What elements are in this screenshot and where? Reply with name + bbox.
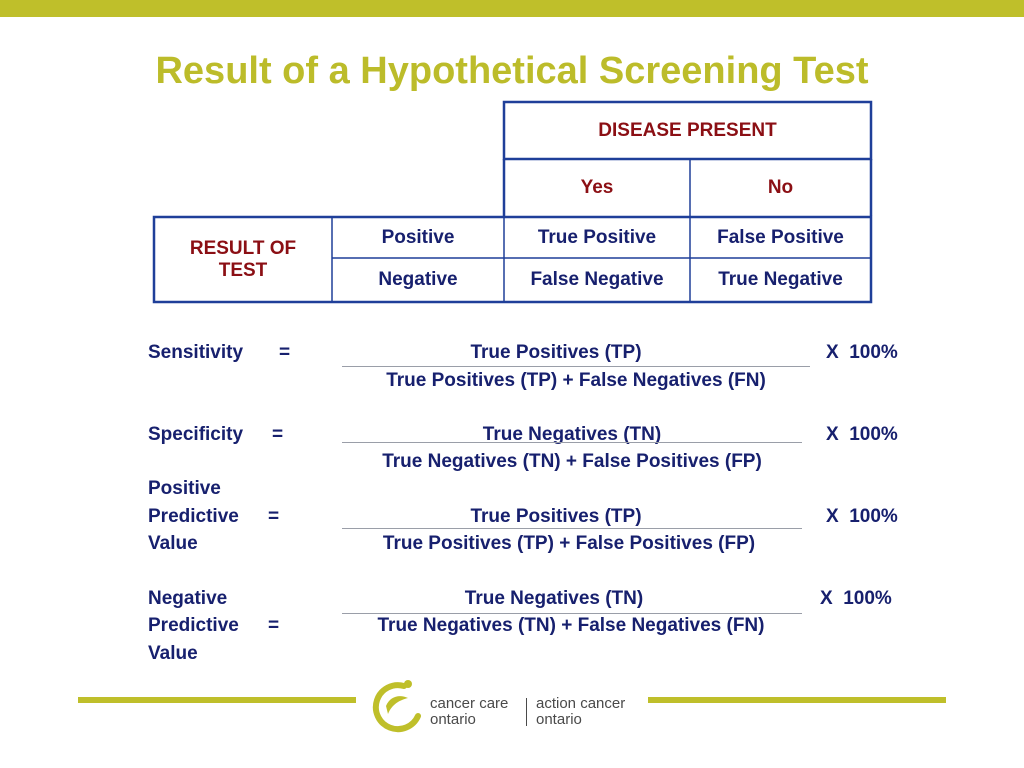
formula-multiplier: X 100% <box>826 506 898 527</box>
result-of-test-line2: TEST <box>218 259 268 281</box>
formula-denominator: True Negatives (TN) + False Negatives (F… <box>377 615 765 636</box>
cell-true-negative: True Negative <box>691 259 870 301</box>
formula-label-line: Negative <box>148 588 228 609</box>
row-label-negative: Negative <box>333 259 503 301</box>
row-label-positive: Positive <box>333 218 503 258</box>
logo-text-action-cancer-ontario: action cancer ontario <box>536 696 625 728</box>
formula-multiplier: X 100% <box>826 342 898 363</box>
formula-denominator: True Positives (TP) + False Positives (F… <box>382 533 756 554</box>
equals-sign: = <box>268 506 280 527</box>
cell-false-negative: False Negative <box>505 259 689 301</box>
formula-denominator: True Negatives (TN) + False Positives (F… <box>382 451 762 472</box>
column-header-yes: Yes <box>505 160 689 216</box>
fraction-bar <box>342 528 802 529</box>
logo-line: ontario <box>430 711 476 728</box>
formula-numerator: True Negatives (TN) <box>482 424 662 445</box>
cell-false-positive: False Positive <box>691 218 870 258</box>
formula-label-line: Value <box>148 643 198 664</box>
formula-label-line: Value <box>148 533 198 554</box>
formula-label: Sensitivity <box>148 342 244 363</box>
equals-sign: = <box>272 424 284 445</box>
slide-title: Result of a Hypothetical Screening Test <box>155 50 869 92</box>
formula-multiplier: X 100% <box>826 424 898 445</box>
formula-numerator: True Positives (TP) <box>470 506 642 527</box>
result-of-test-line1: RESULT OF <box>189 237 297 259</box>
logo-separator <box>526 698 527 726</box>
top-accent-bar <box>0 0 1024 17</box>
equals-sign: = <box>268 615 280 636</box>
logo-line: ontario <box>536 711 582 728</box>
footer-bar-right <box>648 697 946 703</box>
formula-denominator: True Positives (TP) + False Negatives (F… <box>386 370 766 391</box>
fraction-bar <box>342 613 802 614</box>
column-header-no: No <box>691 160 870 216</box>
cancer-care-ontario-logo-icon <box>372 680 421 733</box>
logo-line: action cancer <box>536 695 626 712</box>
footer-bar-left <box>78 697 356 703</box>
fraction-bar <box>342 442 802 443</box>
formula-numerator: True Positives (TP) <box>470 342 642 363</box>
fraction-bar <box>342 366 810 367</box>
formula-label-line: Predictive <box>148 615 239 636</box>
logo-text-cancer-care-ontario: cancer care ontario <box>430 696 508 728</box>
equals-sign: = <box>279 342 291 363</box>
logo-line: cancer care <box>430 695 509 712</box>
formula-numerator: True Negatives (TN) <box>464 588 644 609</box>
cell-true-positive: True Positive <box>505 218 689 258</box>
formula-multiplier: X 100% <box>820 588 892 609</box>
formula-label-line: Predictive <box>148 506 239 527</box>
formula-label-line: Positive <box>148 478 221 499</box>
formula-label: Specificity <box>148 424 244 445</box>
result-of-test-label: RESULT OF TEST <box>155 218 331 301</box>
disease-present-header: DISEASE PRESENT <box>505 103 870 159</box>
